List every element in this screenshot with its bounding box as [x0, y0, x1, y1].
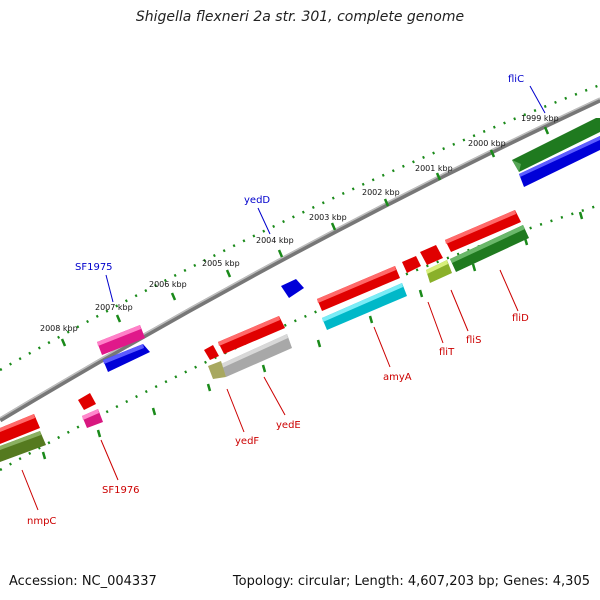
label-fliD[interactable]: fliD — [512, 313, 529, 324]
gene-red-amyA[interactable] — [317, 266, 400, 311]
gene-fliC[interactable] — [512, 118, 600, 172]
label-yedE[interactable]: yedE — [276, 420, 301, 431]
genome-backbone-highlight — [0, 97, 600, 419]
scale-label-2006: 2006 kbp — [149, 280, 187, 289]
gene-SF1976-block[interactable] — [82, 409, 103, 428]
label-yedD[interactable]: yedD — [244, 195, 270, 206]
scale-label-2000: 2000 kbp — [468, 139, 506, 148]
gene-red-yedE[interactable] — [218, 316, 285, 354]
gene-red-small-left[interactable] — [78, 393, 96, 410]
label-amyA[interactable]: amyA — [383, 372, 412, 383]
gene-red-small-2[interactable] — [420, 245, 443, 265]
scale-label-2008: 2008 kbp — [40, 324, 78, 333]
scale-label-2003: 2003 kbp — [309, 213, 347, 222]
scale-label-2002: 2002 kbp — [362, 188, 400, 197]
gene-blue-left[interactable] — [103, 344, 150, 372]
label-fliC[interactable]: fliC — [508, 74, 524, 85]
scale-label-2007: 2007 kbp — [95, 303, 133, 312]
gene-SF1975[interactable] — [97, 325, 145, 355]
accession-text: Accession: NC_004337 — [9, 574, 157, 589]
label-fliS[interactable]: fliS — [466, 335, 481, 346]
leader-lines-reverse — [21, 269, 519, 511]
label-nmpC[interactable]: nmpC — [27, 516, 56, 527]
gene-red-left-edge[interactable] — [0, 414, 40, 444]
label-SF1976[interactable]: SF1976 — [102, 485, 140, 496]
gene-blue-right[interactable] — [519, 136, 600, 187]
gene-yedE-block[interactable] — [221, 334, 292, 377]
gene-fliT-arrow[interactable] — [402, 256, 421, 273]
gene-red-small-3[interactable] — [204, 345, 219, 360]
scale-label-2005: 2005 kbp — [202, 259, 240, 268]
scale-track-upper — [0, 83, 600, 372]
genome-backbone — [0, 97, 600, 423]
genome-summary-text: Topology: circular; Length: 4,607,203 bp… — [232, 574, 590, 589]
scale-label-2004: 2004 kbp — [256, 236, 294, 245]
gene-amyA-block[interactable] — [322, 283, 407, 330]
gene-red-upper[interactable] — [445, 210, 521, 252]
label-SF1975[interactable]: SF1975 — [75, 262, 113, 273]
gene-fliD-block[interactable] — [450, 225, 529, 272]
label-fliT[interactable]: fliT — [439, 347, 455, 358]
scale-label-2001: 2001 kbp — [415, 164, 453, 173]
gene-nmpC-block[interactable] — [0, 431, 46, 462]
scale-label-1999: 1999 kbp — [521, 114, 559, 123]
label-yedF[interactable]: yedF — [235, 436, 259, 447]
leader-lines-forward — [105, 85, 546, 303]
gene-yedD[interactable] — [281, 279, 304, 298]
major-ticks-upper — [60, 126, 550, 347]
map-title: Shigella flexneri 2a str. 301, complete … — [135, 9, 465, 25]
gene-yedF-block[interactable] — [208, 361, 226, 379]
gene-fliS-block[interactable] — [426, 260, 452, 283]
